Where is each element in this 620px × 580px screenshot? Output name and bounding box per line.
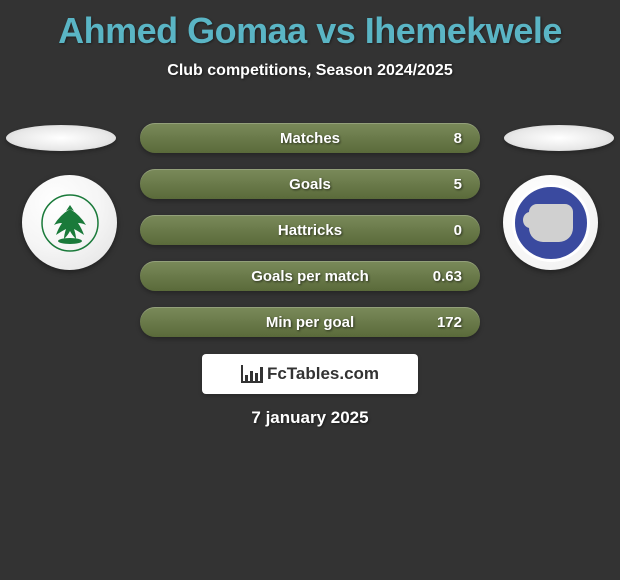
stat-value: 8: [454, 130, 462, 147]
stat-label: Hattricks: [278, 222, 342, 239]
stat-bar: Goals per match 0.63: [140, 261, 480, 291]
stat-label: Matches: [280, 130, 340, 147]
subtitle: Club competitions, Season 2024/2025: [0, 62, 620, 80]
stat-bar: Matches 8: [140, 123, 480, 153]
stat-bar: Goals 5: [140, 169, 480, 199]
stat-value: 5: [454, 176, 462, 193]
club-badge-left: [22, 175, 117, 270]
stat-label: Min per goal: [266, 314, 354, 331]
stat-label: Goals: [289, 176, 331, 193]
player-right-oval: [504, 125, 614, 151]
elephant-crest-icon: [512, 184, 590, 262]
stat-label: Goals per match: [251, 268, 369, 285]
stat-bar: Min per goal 172: [140, 307, 480, 337]
bar-chart-icon: [241, 365, 263, 383]
stat-value: 0.63: [433, 268, 462, 285]
page-title: Ahmed Gomaa vs Ihemekwele: [0, 0, 620, 52]
stats-bars: Matches 8 Goals 5 Hattricks 0 Goals per …: [140, 123, 480, 353]
brand-box[interactable]: FcTables.com: [202, 354, 418, 394]
player-left-oval: [6, 125, 116, 151]
club-badge-right: [503, 175, 598, 270]
stat-value: 0: [454, 222, 462, 239]
brand-label: FcTables.com: [267, 364, 379, 384]
stat-bar: Hattricks 0: [140, 215, 480, 245]
date-label: 7 january 2025: [0, 408, 620, 428]
stat-value: 172: [437, 314, 462, 331]
eagle-crest-icon: [40, 193, 100, 253]
